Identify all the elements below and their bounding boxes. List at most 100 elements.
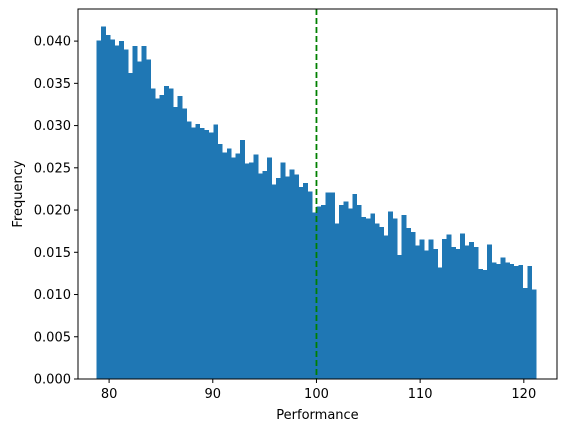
histogram-bar bbox=[379, 226, 385, 379]
histogram-bar bbox=[231, 157, 237, 379]
histogram-bar bbox=[303, 183, 308, 379]
histogram-bar bbox=[397, 254, 403, 379]
histogram-bar bbox=[401, 215, 407, 379]
histogram-bar bbox=[217, 144, 223, 379]
histogram-bar bbox=[181, 108, 187, 380]
histogram-bar bbox=[325, 192, 331, 379]
histogram-bar bbox=[280, 162, 286, 379]
histogram-bar bbox=[101, 26, 107, 380]
histogram-bar bbox=[163, 85, 169, 380]
x-tick-label: 80 bbox=[101, 387, 118, 402]
histogram-bar bbox=[527, 265, 533, 379]
histogram-bar bbox=[298, 187, 304, 379]
y-tick-label: 0.000 bbox=[34, 373, 71, 388]
histogram-bar bbox=[352, 194, 358, 379]
histogram-bar bbox=[311, 212, 317, 379]
y-tick-label: 0.025 bbox=[34, 161, 71, 176]
histogram-bar bbox=[531, 289, 537, 379]
histogram-bar bbox=[356, 204, 362, 379]
histogram-bar bbox=[132, 46, 138, 380]
histogram-bar bbox=[361, 216, 367, 379]
x-axis-label: Performance bbox=[276, 408, 358, 423]
histogram-bar bbox=[96, 40, 102, 379]
histogram-bar bbox=[320, 204, 326, 379]
y-tick-label: 0.020 bbox=[34, 204, 71, 219]
histogram-bars bbox=[96, 26, 537, 380]
histogram-bar bbox=[226, 148, 232, 379]
histogram-bar bbox=[190, 127, 196, 379]
histogram-bar bbox=[347, 208, 353, 379]
histogram-bar bbox=[235, 153, 241, 379]
histogram-bar bbox=[137, 61, 142, 380]
histogram-bar bbox=[365, 218, 371, 379]
x-tick-label: 90 bbox=[205, 387, 222, 402]
histogram-bar bbox=[159, 95, 165, 379]
y-axis-label: Frequency bbox=[11, 160, 26, 227]
histogram-bar bbox=[186, 121, 192, 379]
y-axis: 0.000 0.005 0.010 0.015 0.020 0.025 0.030 0.035… bbox=[34, 35, 78, 388]
x-axis: 80 90 100 110 120 bbox=[101, 379, 536, 402]
histogram-bar bbox=[468, 242, 474, 379]
histogram-bar bbox=[477, 269, 483, 379]
histogram-bar bbox=[460, 233, 465, 379]
histogram-bar bbox=[119, 41, 124, 379]
histogram-bar bbox=[464, 245, 470, 379]
histogram-bar bbox=[329, 192, 335, 379]
plot-frame bbox=[77, 8, 558, 380]
histogram-bar bbox=[294, 174, 299, 379]
histogram-bar bbox=[213, 124, 219, 379]
histogram-bar bbox=[383, 235, 389, 379]
histogram-bar bbox=[428, 239, 434, 379]
histogram-bar bbox=[424, 250, 430, 379]
histogram-bar bbox=[437, 267, 443, 379]
histogram-bar bbox=[105, 35, 111, 379]
histogram-bar bbox=[442, 238, 447, 379]
histogram-bar bbox=[285, 176, 290, 379]
y-tick-label: 0.030 bbox=[34, 119, 71, 134]
histogram-bar bbox=[433, 248, 438, 379]
histogram-bar bbox=[495, 264, 501, 379]
histogram-bar bbox=[289, 169, 295, 379]
histogram-bar bbox=[150, 88, 156, 379]
histogram-bar bbox=[154, 98, 160, 379]
histogram-bar bbox=[267, 157, 273, 379]
histogram-bar bbox=[253, 154, 259, 379]
histogram-bar bbox=[199, 128, 205, 379]
y-tick-label: 0.040 bbox=[34, 35, 71, 50]
histogram-bar bbox=[518, 264, 524, 379]
histogram-bar bbox=[486, 244, 492, 379]
histogram-bar bbox=[473, 247, 479, 379]
histogram-bar bbox=[343, 201, 349, 379]
histogram-bar bbox=[522, 287, 528, 379]
histogram-bar bbox=[128, 73, 133, 379]
y-tick-label: 0.015 bbox=[34, 246, 71, 261]
histogram-bar bbox=[195, 123, 201, 379]
histogram-bar bbox=[513, 265, 519, 379]
x-tick-label: 110 bbox=[408, 387, 433, 402]
histogram-bar bbox=[415, 245, 421, 379]
histogram-bar bbox=[204, 129, 210, 379]
histogram-bar bbox=[509, 264, 515, 379]
histogram-bar bbox=[482, 270, 488, 379]
histogram-bar bbox=[316, 206, 322, 379]
histogram-bar bbox=[455, 248, 461, 379]
histogram-bar bbox=[307, 191, 313, 379]
y-tick-label: 0.005 bbox=[34, 330, 71, 345]
histogram-bar bbox=[208, 132, 214, 379]
x-tick-label: 120 bbox=[511, 387, 536, 402]
histogram-bar bbox=[276, 177, 281, 379]
histogram-bar bbox=[374, 223, 380, 379]
histogram-bar bbox=[388, 211, 394, 379]
histogram-bar bbox=[338, 204, 344, 379]
histogram-bar bbox=[451, 247, 456, 379]
histogram-bar bbox=[446, 234, 452, 379]
histogram-bar bbox=[258, 173, 264, 379]
histogram-bar bbox=[419, 239, 425, 379]
y-tick-label: 0.010 bbox=[34, 288, 71, 303]
histogram-bar bbox=[491, 262, 497, 379]
histogram-bar bbox=[114, 45, 120, 379]
histogram-bar bbox=[110, 39, 116, 379]
histogram-bar bbox=[392, 218, 398, 379]
histogram-bar bbox=[504, 262, 510, 379]
